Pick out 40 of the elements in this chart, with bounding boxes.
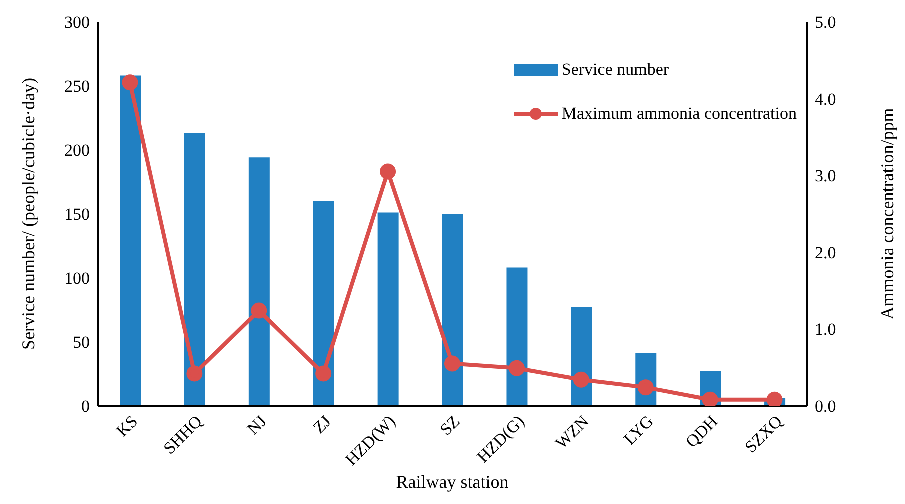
point xyxy=(316,366,332,382)
point xyxy=(573,372,590,388)
y2-tick-label: 4.0 xyxy=(815,90,836,109)
y2-axis-title: Ammonia concentration/ppm xyxy=(877,108,898,320)
point xyxy=(444,356,460,372)
y2-tick-label: 5.0 xyxy=(815,13,836,32)
bar xyxy=(248,158,270,406)
legend-label: Service number xyxy=(562,60,670,80)
y-tick-label: 250 xyxy=(64,77,90,96)
point xyxy=(702,392,718,406)
point xyxy=(380,164,396,180)
x-tick-label: KS xyxy=(112,412,142,441)
x-axis-title: Railway station xyxy=(396,472,509,492)
bar xyxy=(313,201,334,406)
point xyxy=(122,74,138,91)
bar xyxy=(184,133,206,406)
point xyxy=(508,360,525,376)
x-tick-label: NJ xyxy=(244,412,271,439)
bar xyxy=(442,214,464,406)
y2-tick-label: 3.0 xyxy=(815,166,836,186)
legend-label: Maximum ammonia concentration xyxy=(562,104,797,124)
y-tick-label: 150 xyxy=(64,205,90,224)
bar xyxy=(120,76,141,406)
y2-tick-label: 0.0 xyxy=(815,397,836,416)
y-tick-label: 100 xyxy=(64,269,90,288)
bar xyxy=(378,212,399,406)
x-tick-label: SZ xyxy=(436,412,464,440)
y-tick-label: 300 xyxy=(64,13,90,32)
y-tick-label: 200 xyxy=(64,141,90,160)
x-tick-label: ZJ xyxy=(310,412,336,438)
point xyxy=(186,366,203,382)
y-tick-label: 0 xyxy=(82,397,90,416)
point xyxy=(638,380,654,396)
point xyxy=(251,302,268,319)
bar xyxy=(506,268,528,406)
y2-tick-label: 1.0 xyxy=(815,320,836,340)
y-tick-label: 50 xyxy=(73,333,90,352)
y-axis-title: Service number/ (people/cubicle·day) xyxy=(18,78,38,350)
point xyxy=(766,392,783,406)
y2-tick-label: 2.0 xyxy=(815,243,836,262)
